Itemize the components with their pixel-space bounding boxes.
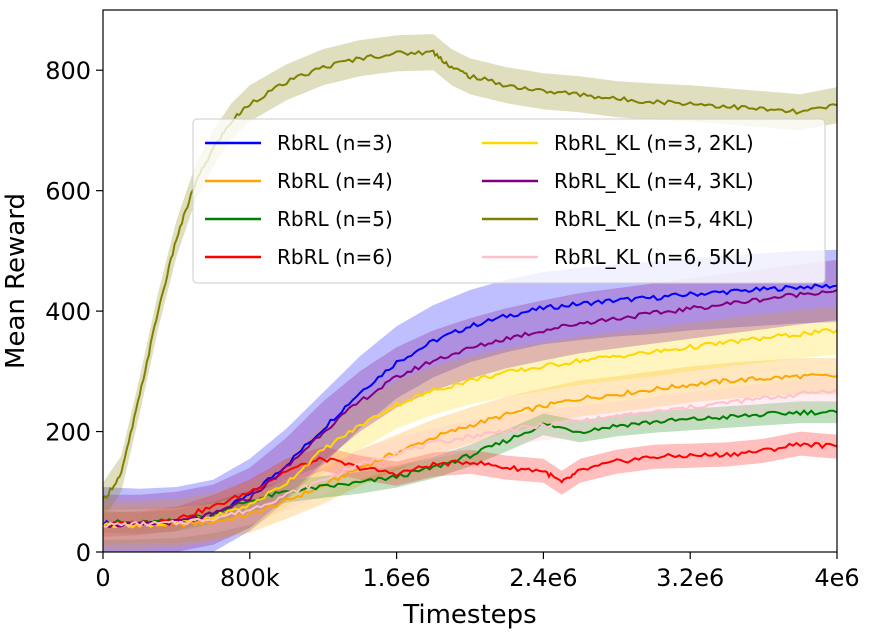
y-tick-label: 800 (45, 57, 91, 85)
y-tick-label: 200 (45, 419, 91, 447)
band-rbrl-kl-n-4-3kl (103, 259, 837, 552)
y-tick-label: 600 (45, 178, 91, 206)
legend-label: RbRL (n=4) (277, 169, 393, 193)
legend-label: RbRL_KL (n=3, 2KL) (554, 131, 754, 155)
line-rbrl-kl-n-5-4kl (102, 49, 838, 500)
line-rbrl-kl-n-3-2kl (102, 328, 838, 529)
legend-label: RbRL (n=5) (277, 207, 393, 231)
line-rbrl-n-4 (102, 373, 838, 529)
legend-label: RbRL (n=3) (277, 131, 393, 155)
y-tick-label: 400 (45, 298, 91, 326)
x-tick-label: 800k (220, 564, 280, 592)
y-axis-label: Mean Reward (1, 193, 31, 369)
x-tick-label: 1.6e6 (362, 564, 430, 592)
legend-box (192, 118, 826, 284)
line-rbrl-kl-n-4-3kl (102, 289, 838, 528)
line-rbrl-kl-n-6-5kl (103, 388, 838, 528)
band-rbrl-kl-n-3-2kl (103, 306, 837, 549)
legend-label: RbRL_KL (n=6, 5KL) (554, 245, 754, 269)
legend: RbRL (n=3) RbRL (n=4) RbRL (n=5) RbRL (n=6)… (192, 118, 826, 284)
x-tick-label: 3.2e6 (656, 564, 724, 592)
band-rbrl-n-5 (103, 401, 837, 534)
x-axis-label: Timesteps (402, 600, 536, 630)
series-lines (102, 49, 838, 529)
legend-label: RbRL_KL (n=4, 3KL) (554, 169, 754, 193)
plot-frame (102, 9, 838, 553)
line-rbrl-n-5 (102, 409, 838, 526)
x-axis: 0 800k 1.6e6 2.4e6 3.2e6 4e6 (95, 552, 860, 592)
legend-label: RbRL_KL (n=5, 4KL) (554, 207, 754, 231)
band-rbrl-n-3 (103, 249, 837, 552)
y-axis: 0 200 400 600 800 (45, 57, 103, 567)
legend-label: RbRL (n=6) (277, 245, 393, 269)
y-tick-label: 0 (76, 539, 91, 567)
x-tick-label: 2.4e6 (509, 564, 577, 592)
x-tick-label: 0 (95, 564, 110, 592)
line-rbrl-n-6 (102, 441, 838, 527)
x-tick-label: 4e6 (814, 564, 859, 592)
